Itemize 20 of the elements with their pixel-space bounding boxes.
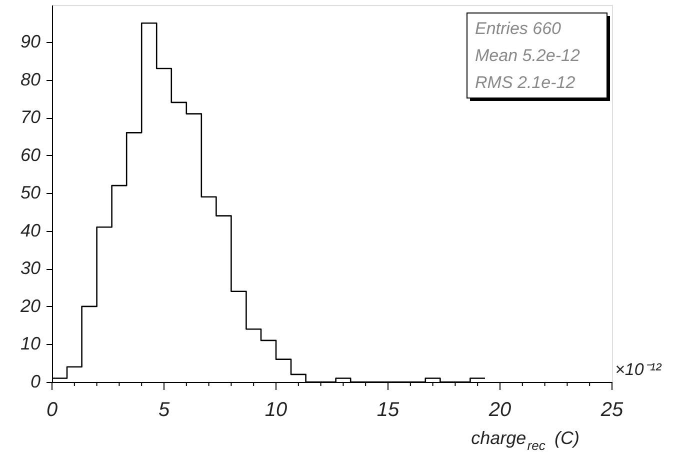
x-tick-label: 25 <box>600 399 624 421</box>
y-tick-label: 50 <box>20 182 40 203</box>
y-tick-label: 60 <box>20 144 40 165</box>
y-tick-label: 20 <box>19 296 40 316</box>
annotation: Entries 660 <box>475 19 562 38</box>
x-tick-label: 20 <box>488 399 512 421</box>
annotation: RMS 2.1e-12 <box>475 73 576 92</box>
y-tick-label: 80 <box>20 69 40 90</box>
y-tick-label: 0 <box>30 372 40 392</box>
y-tick-label: 70 <box>20 107 40 128</box>
annotation: Mean 5.2e-12 <box>475 46 580 65</box>
y-tick-label: 30 <box>20 258 40 278</box>
y-tick-label: 90 <box>20 32 40 52</box>
text: ×10⁻¹² <box>615 360 662 379</box>
x-tick-label: 10 <box>264 399 288 421</box>
x-tick-label: 15 <box>376 399 400 421</box>
x-tick-label: 0 <box>46 399 58 421</box>
y-tick-label: 10 <box>20 334 40 354</box>
y-tick-label: 40 <box>20 220 40 240</box>
x-tick-label: 5 <box>158 399 170 421</box>
